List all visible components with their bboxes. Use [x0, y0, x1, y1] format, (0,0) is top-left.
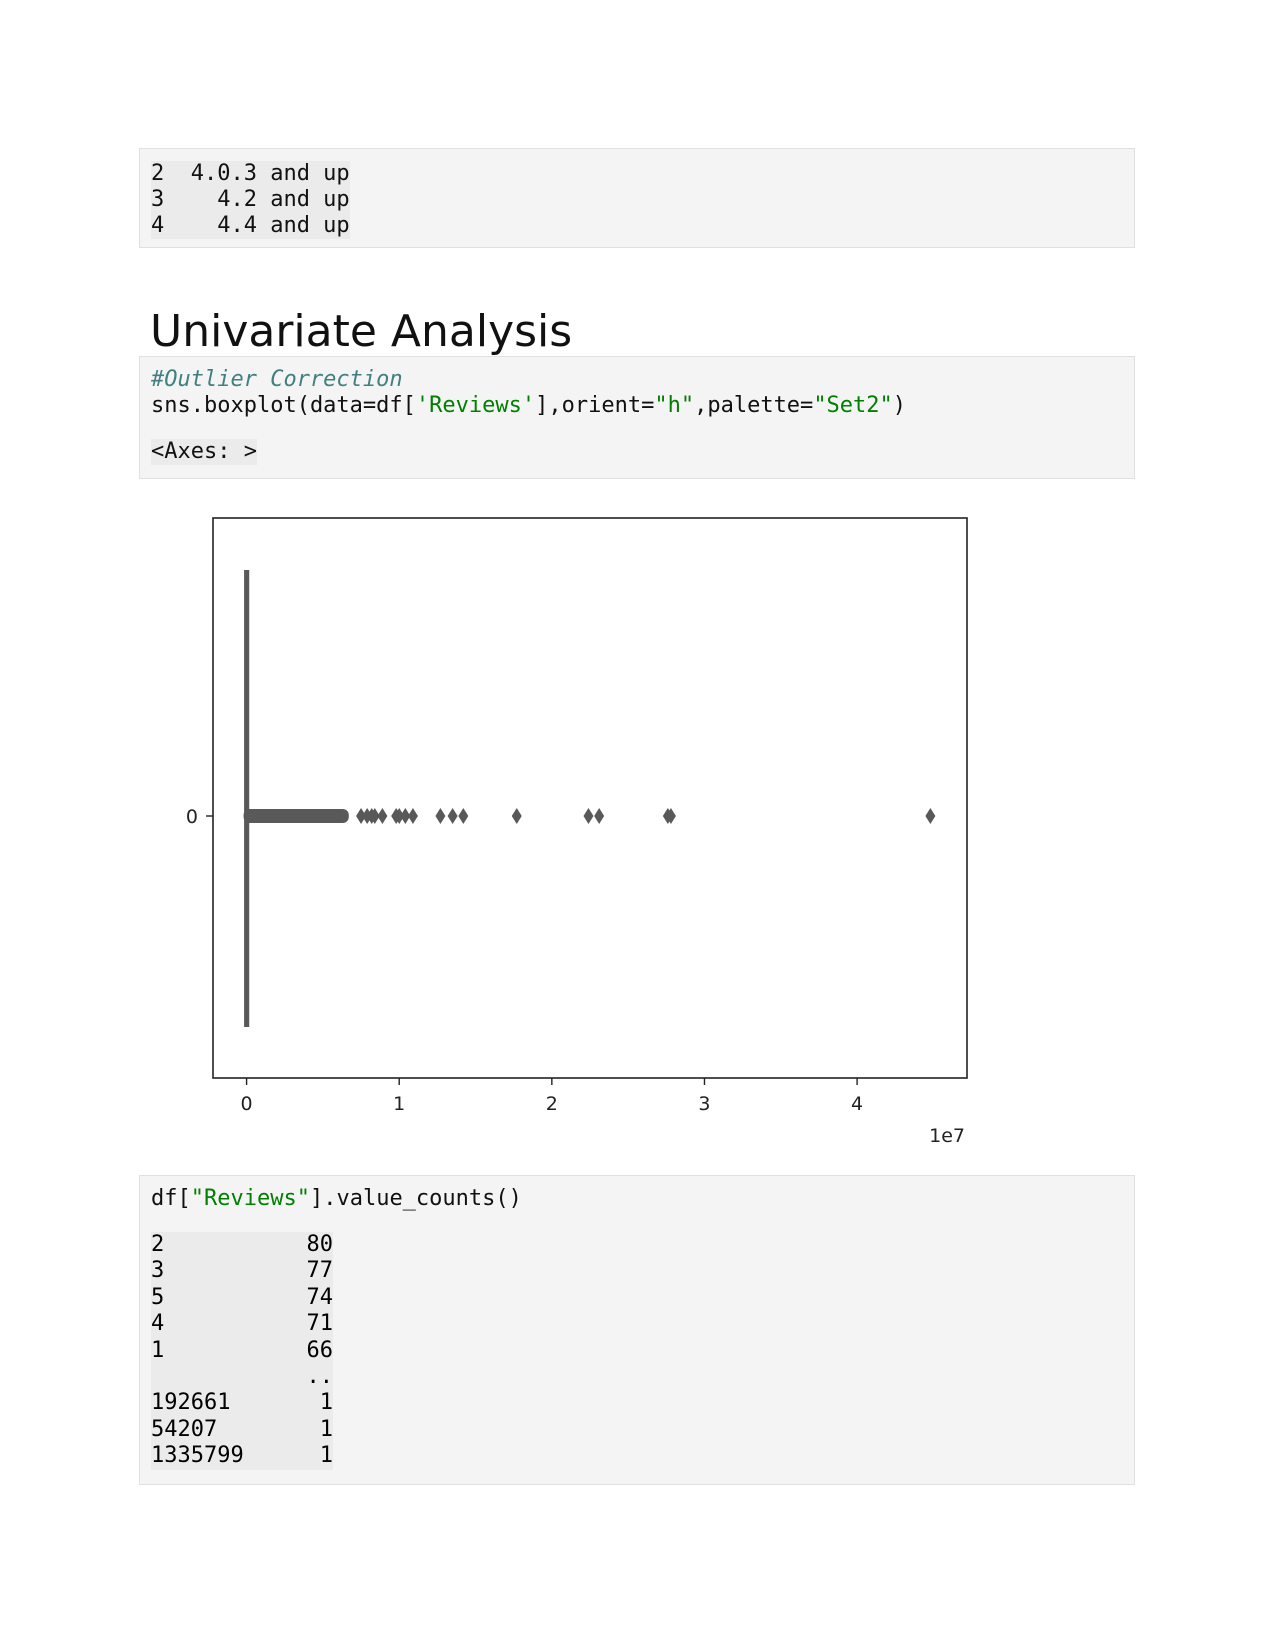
x-offset-label: 1e7 [929, 1125, 965, 1147]
value-count-key: 4 [151, 1311, 165, 1337]
outlier-point [925, 808, 936, 824]
value-count-row: 192661 1 [151, 1390, 333, 1417]
x-tick-label: 0 [241, 1093, 253, 1115]
code-string: "Reviews" [190, 1186, 310, 1211]
outlier-point [665, 808, 676, 824]
value-count-key: 54207 [151, 1416, 218, 1442]
outlier-point [407, 808, 418, 824]
plot-frame [212, 517, 968, 1079]
value-count-value: 1 [319, 1443, 333, 1469]
output-cell-android-versions: 2 4.0.3 and up 3 4.2 and up 4 4.4 and up [139, 148, 1135, 248]
value-count-key: 1 [151, 1337, 165, 1363]
code-text: df[ [151, 1186, 191, 1211]
output-line: 3 4.2 and up [151, 187, 350, 213]
outlier-point [356, 808, 367, 824]
value-count-row: 2 80 [151, 1232, 334, 1259]
code-text: ].value_counts() [309, 1186, 522, 1211]
x-tick-label: 4 [851, 1093, 863, 1115]
outlier-point [435, 808, 446, 824]
value-count-key: 2 [151, 1232, 165, 1257]
code-cell-boxplot[interactable]: #Outlier Correction sns.boxplot(data=df[… [139, 356, 1135, 479]
value-count-value: 74 [306, 1284, 334, 1310]
value-count-row: 4 71 [151, 1311, 334, 1338]
value-count-key: 5 [151, 1284, 165, 1310]
value-count-row: 1335799 1 [151, 1443, 333, 1470]
code-text: ,palette= [694, 393, 814, 418]
cell-output: <Axes: > [151, 439, 257, 465]
value-count-key: 1335799 [151, 1443, 244, 1469]
x-tick-label: 1 [393, 1093, 405, 1115]
value-count-row: .. [151, 1364, 334, 1391]
code-text: sns.boxplot(data=df[ [151, 393, 416, 418]
value-count-value: 66 [306, 1337, 334, 1363]
outlier-point [583, 808, 594, 824]
x-tick-label: 2 [546, 1093, 558, 1115]
value-count-value: 1 [319, 1416, 333, 1442]
value-count-key: 192661 [151, 1390, 231, 1416]
value-count-value: 77 [306, 1258, 334, 1284]
code-comment: #Outlier Correction [151, 367, 403, 392]
code-text: ) [892, 393, 907, 418]
code-line: sns.boxplot(data=df['Reviews'],orient="h… [151, 393, 906, 419]
outlier-point [377, 808, 388, 824]
boxplot-chart: 0 0 1 2 3 4 1e7 [186, 517, 968, 1147]
code-text: ],orient= [535, 393, 655, 418]
outlier-point [369, 808, 380, 824]
output-line: 2 4.0.3 and up [151, 161, 350, 187]
outlier-point [400, 808, 411, 824]
value-count-row: 1 66 [151, 1337, 334, 1364]
output-line: 4 4.4 and up [151, 213, 350, 239]
value-count-row: 5 74 [151, 1284, 334, 1312]
outlier-point [447, 808, 458, 824]
x-tick-label: 3 [698, 1093, 710, 1115]
value-count-row: 3 77 [151, 1258, 334, 1285]
section-heading: Univariate Analysis [150, 306, 573, 357]
value-count-key: 3 [151, 1258, 165, 1284]
code-line: df["Reviews"].value_counts() [151, 1186, 522, 1212]
value-count-value: .. [306, 1364, 334, 1389]
y-tick-label: 0 [186, 806, 198, 828]
outlier-cluster [243, 809, 349, 823]
outlier-point [594, 808, 605, 824]
code-string: "Set2" [813, 393, 893, 418]
value-count-value: 1 [319, 1390, 333, 1416]
outlier-point [458, 808, 469, 824]
value-count-row: 54207 1 [151, 1416, 333, 1444]
code-string: 'Reviews' [415, 393, 536, 418]
value-count-value: 71 [306, 1311, 334, 1337]
code-string: "h" [654, 393, 695, 418]
outlier-point [511, 808, 522, 824]
value-count-value: 80 [306, 1232, 334, 1257]
outlier-point [394, 808, 405, 824]
code-cell-value-counts[interactable]: df["Reviews"].value_counts() 2 80 3 77 5 74 4 7… [139, 1175, 1135, 1485]
